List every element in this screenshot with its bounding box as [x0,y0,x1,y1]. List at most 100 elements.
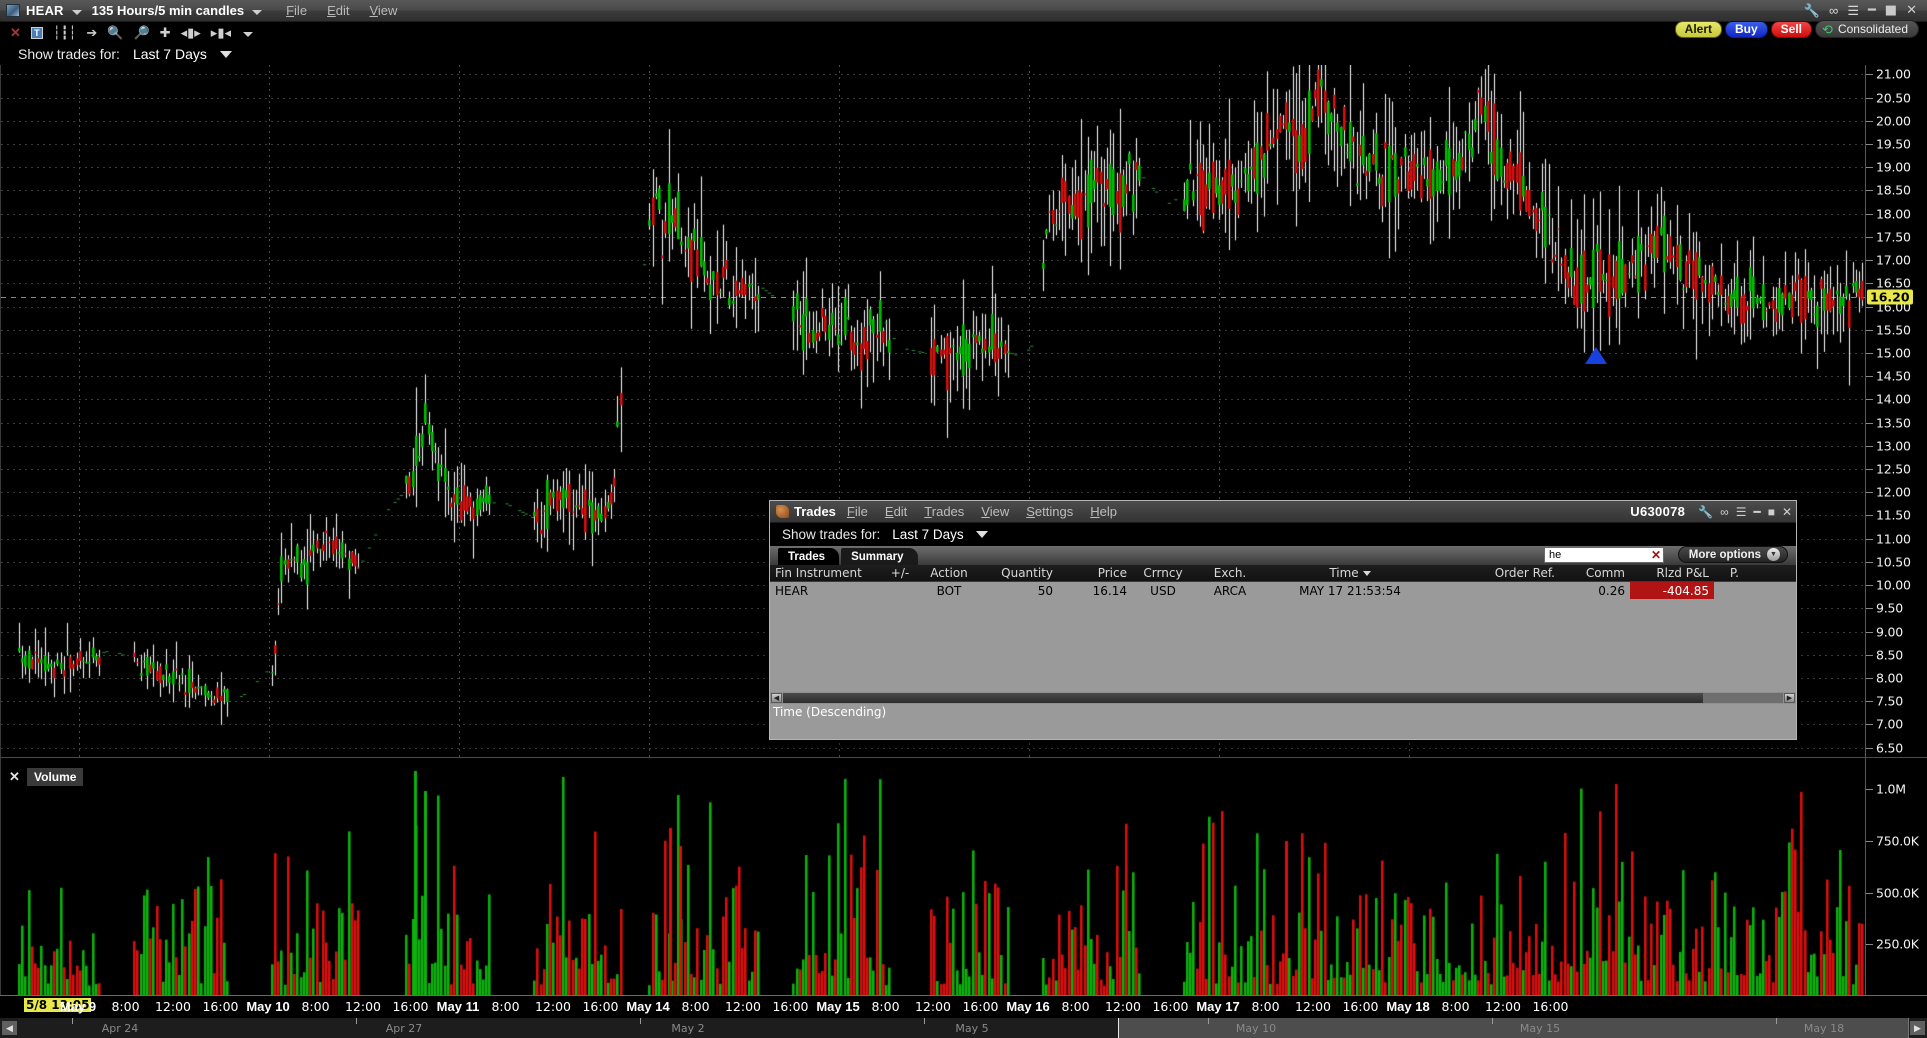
trades-menu-view[interactable]: View [981,504,1010,519]
right-arrow-icon[interactable]: ▶ [1784,693,1795,703]
trades-menu-trades[interactable]: Trades [924,504,965,519]
table-row[interactable]: HEAR BOT 50 16.14 USD ARCA MAY 17 21:53:54 0.26… [770,582,1796,599]
column-header-time[interactable]: Time [1266,566,1434,580]
time-axis-time-label: 12:00 [914,999,952,1014]
volume-axis-tick [1866,944,1873,946]
more-options-button[interactable]: More options ▼ [1677,546,1788,563]
close-icon[interactable]: ✕ [9,769,20,784]
column-header-comm[interactable]: Comm [1560,566,1630,580]
trades-table-body[interactable]: HEAR BOT 50 16.14 USD ARCA MAY 17 21:53:54 0.26… [770,582,1796,692]
tab-trades[interactable]: Trades [778,548,840,565]
time-axis[interactable]: 5/8 13:05 May 9 8:00 12:00 16:00 May 10 8:00 1… [0,995,1927,1017]
maximize-icon[interactable]: ■ [1884,3,1898,18]
price-axis-tick [1866,74,1873,76]
zoom-out-icon[interactable]: 🔎 [133,25,150,40]
price-axis-tick [1866,561,1873,563]
price-axis-tick [1866,631,1873,633]
buy-button[interactable]: Buy [1725,20,1768,38]
consolidated-button[interactable]: ⟲ Consolidated [1815,20,1919,38]
interval-chevron-down-icon[interactable] [252,9,263,15]
cursor-icon[interactable]: ➔ [86,25,98,40]
menu-edit[interactable]: Edit [327,3,350,18]
trades-dialog-titlebar[interactable]: Trades File Edit Trades View Settings He… [770,501,1796,523]
tab-summary[interactable]: Summary [841,548,918,565]
link-icon[interactable]: ∞ [1829,3,1839,18]
column-header-quantity[interactable]: Quantity [980,566,1058,580]
column-header-plusminus[interactable]: +/- [882,566,918,580]
column-header-price[interactable]: Price [1058,566,1132,580]
search-field-wrapper[interactable]: ✕ [1544,547,1664,563]
price-axis[interactable]: 21.00 20.50 20.00 19.50 19.00 18.50 18.00 17.50… [1865,65,1927,757]
show-trades-chevron-down-icon[interactable] [219,50,232,58]
trades-table-header[interactable]: Fin Instrument +/- Action Quantity Price Crrn… [770,565,1796,582]
price-axis-tick [1866,236,1873,238]
trades-menu-settings[interactable]: Settings [1026,504,1074,519]
toolbar-chevron-down-icon[interactable] [243,31,254,37]
scrollbar-thumb[interactable] [783,693,1703,703]
column-header-exch[interactable]: Exch. [1194,566,1266,580]
clear-icon[interactable]: ✕ [1650,548,1661,562]
price-axis-label: 10.50 [1876,554,1911,570]
wrench-icon[interactable]: 🔧 [1803,3,1821,18]
column-header-crrncy[interactable]: Crrncy [1132,566,1194,580]
close-icon[interactable]: ✕ [1781,504,1792,519]
column-header-fin_instrument[interactable]: Fin Instrument [770,566,882,580]
column-header-label: +/- [890,566,910,580]
trades-dialog[interactable]: Trades File Edit Trades View Settings He… [769,500,1797,740]
chart-range-navigator[interactable]: ◀ ▶ Apr 24 Apr 27 May 2 May 5 May 10 May 15 Ma… [0,1017,1927,1038]
navigator-thumb[interactable] [1118,1018,1909,1038]
column-header-rlzd_pnl[interactable]: Rlzd P&L [1630,566,1714,580]
left-arrow-icon[interactable]: ◀ [771,693,782,703]
trades-menu-file[interactable]: File [846,504,868,519]
alert-button[interactable]: Alert [1674,20,1722,38]
dialog-show-trades-chevron-down-icon[interactable] [975,531,988,538]
minimize-icon[interactable]: ━ [1867,3,1876,18]
textbox-icon[interactable]: T [30,26,43,39]
contract-icon[interactable]: ▸▮◂ [210,25,232,40]
pin-icon[interactable]: ☰ [1735,504,1747,519]
navigator-label: Apr 24 [101,1022,139,1035]
bars-icon[interactable]: ┆┇┆ [52,25,77,40]
close-icon[interactable]: ✕ [10,25,21,40]
link-icon[interactable]: ∞ [1720,504,1729,519]
time-axis-time-label: 12:00 [534,999,572,1014]
scrollbar-track[interactable] [783,693,1783,703]
maximize-icon[interactable]: ■ [1767,504,1775,519]
sell-button[interactable]: Sell [1770,20,1813,38]
menu-file[interactable]: File [286,3,308,18]
column-header-p[interactable]: P. [1714,566,1744,580]
trades-horizontal-scrollbar[interactable]: ◀ ▶ [770,692,1796,704]
volume-axis-label: 500.0K [1876,885,1919,901]
trades-menu-edit[interactable]: Edit [884,504,908,519]
pin-icon[interactable]: ☰ [1847,3,1859,18]
close-icon[interactable]: ✕ [1906,3,1917,18]
chart-interval-label[interactable]: 135 Hours/5 min candles [91,3,245,18]
price-axis-label: 17.50 [1876,229,1911,245]
wrench-icon[interactable]: 🔧 [1698,504,1714,519]
price-axis-label: 15.00 [1876,345,1911,361]
expand-icon[interactable]: ◂▮▸ [180,25,201,40]
symbol-label[interactable]: HEAR [26,3,64,18]
price-axis-tick [1866,492,1873,494]
sort-desc-icon[interactable] [1362,570,1371,576]
minimize-icon[interactable]: ━ [1753,504,1761,519]
cell-price: 16.14 [1092,583,1127,598]
symbol-chevron-down-icon[interactable] [71,9,82,15]
buy-trade-marker[interactable] [1585,347,1607,364]
cell-action: BOT [936,583,962,598]
price-axis-label: 15.50 [1876,322,1911,338]
show-trades-value[interactable]: Last 7 Days [132,46,207,62]
column-header-order_ref[interactable]: Order Ref. [1434,566,1560,580]
zoom-in-icon[interactable]: 🔍 [107,25,124,40]
search-input[interactable] [1547,549,1651,561]
dialog-show-trades-value[interactable]: Last 7 Days [892,527,964,542]
right-arrow-icon[interactable]: ▶ [1910,1021,1925,1035]
chart-icon [6,4,20,17]
left-arrow-icon[interactable]: ◀ [2,1021,17,1035]
column-header-action[interactable]: Action [918,566,980,580]
trades-menu-help[interactable]: Help [1090,504,1117,519]
menu-view[interactable]: View [369,3,398,18]
price-axis-tick [1866,654,1873,656]
volume-chart-pane[interactable]: ✕ Volume [0,757,1866,996]
crosshair-icon[interactable]: ✚ [159,25,171,40]
